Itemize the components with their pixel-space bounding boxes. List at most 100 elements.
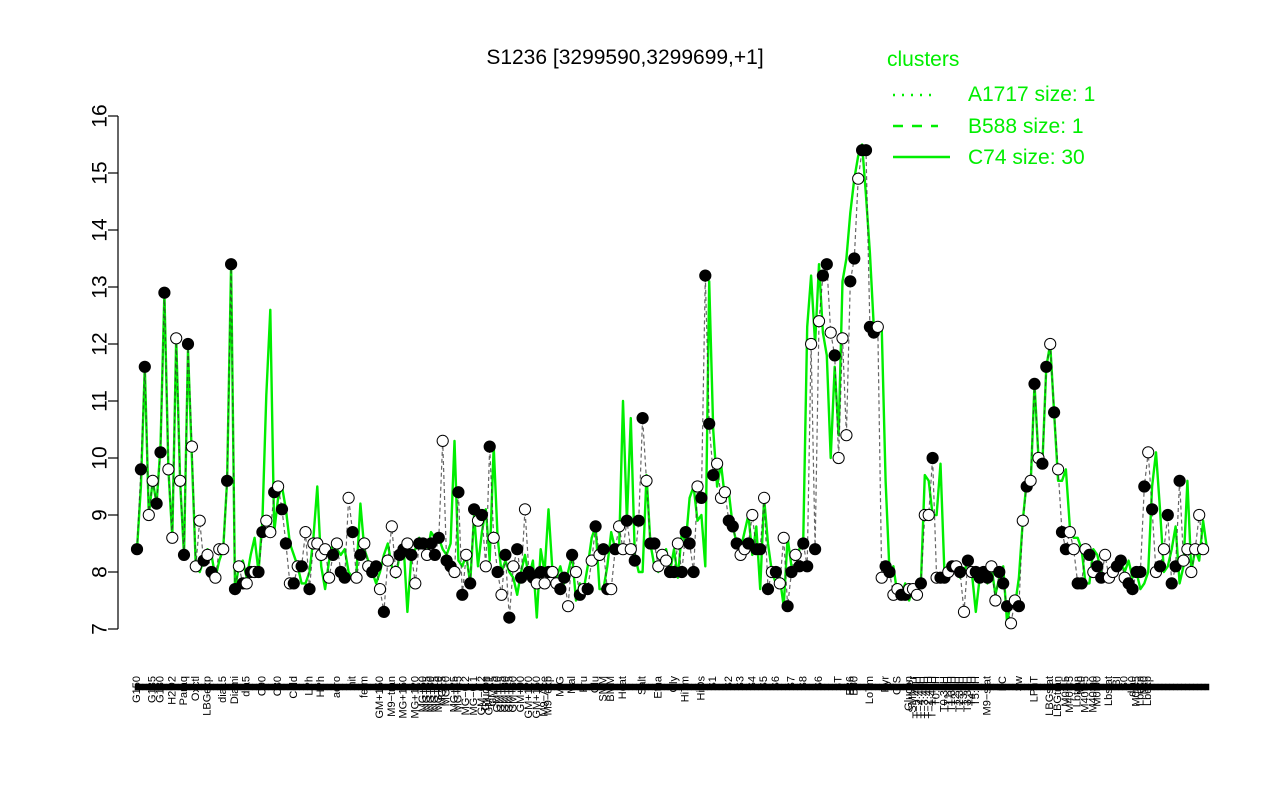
rug-marker (503, 683, 508, 691)
rug-marker (205, 683, 210, 691)
data-point (1153, 560, 1167, 573)
rug-marker (1189, 683, 1194, 691)
data-point (503, 611, 516, 624)
rug-marker (836, 683, 841, 691)
data-point (726, 520, 739, 533)
data-point (711, 457, 724, 470)
rug-marker (993, 683, 998, 691)
data-point (252, 565, 265, 579)
data-point (695, 491, 708, 504)
legend-entry-a1717: A1717 size: 1 (968, 83, 1095, 106)
data-point (518, 503, 532, 516)
rug-marker (706, 683, 712, 691)
data-point (464, 577, 477, 590)
rug-marker (365, 683, 371, 691)
data-point (1177, 554, 1190, 567)
data-point (660, 554, 673, 567)
data-point (264, 526, 277, 539)
x-tick-label: T3.0H (958, 676, 970, 706)
rug-marker (217, 683, 222, 691)
rug-marker (734, 683, 739, 691)
rug-marker (538, 683, 543, 691)
rug-marker (495, 683, 500, 691)
rug-marker (1044, 683, 1049, 691)
data-point (326, 548, 340, 562)
rug-marker (616, 683, 622, 691)
rug-marker (573, 683, 579, 691)
rug-marker (832, 683, 837, 691)
rug-marker (369, 683, 375, 691)
rug-marker (703, 683, 708, 691)
data-point (154, 446, 167, 459)
rug-marker (162, 683, 167, 691)
x-tick-label: Lbstat (1103, 676, 1115, 706)
data-point (499, 548, 512, 562)
rug-marker (354, 683, 359, 691)
data-point (158, 286, 171, 299)
data-point (640, 474, 653, 487)
y-tick-label: 14 (89, 218, 112, 242)
data-point (295, 560, 308, 573)
rug-marker (1079, 683, 1084, 691)
rug-marker (1032, 683, 1037, 691)
data-point (1134, 565, 1147, 579)
rug-marker (350, 683, 355, 691)
rug-marker (1036, 683, 1041, 691)
rug-marker (381, 683, 387, 691)
rug-marker (287, 683, 293, 691)
rug-marker (628, 683, 634, 691)
rug-marker (648, 683, 653, 691)
data-point (840, 429, 853, 442)
data-point (852, 172, 865, 185)
data-point (181, 337, 195, 351)
rug-marker (773, 683, 779, 691)
data-point (981, 571, 994, 584)
data-point (1185, 565, 1198, 579)
rug-marker (1055, 683, 1061, 691)
rug-marker (871, 683, 877, 691)
x-tick-label: M0t45 (1060, 676, 1072, 707)
rug-marker (754, 683, 759, 691)
rug-marker (895, 683, 900, 691)
rug-marker (644, 683, 649, 691)
data-point (957, 605, 971, 619)
rug-marker (683, 683, 688, 691)
data-point (1004, 617, 1018, 630)
rug-marker (260, 683, 265, 691)
data-point (812, 315, 826, 328)
rug-marker (1071, 683, 1076, 691)
rug-marker (436, 683, 442, 691)
rug-marker (1110, 683, 1116, 691)
rug-marker (1153, 683, 1159, 691)
data-point (432, 531, 445, 544)
rug-marker (1024, 683, 1029, 691)
rug-marker (275, 683, 281, 691)
data-point (401, 537, 414, 550)
x-tick-label: Lbexp (1134, 676, 1146, 706)
data-point (993, 565, 1006, 579)
data-point (707, 469, 720, 482)
rug-marker (899, 683, 904, 691)
rug-marker (726, 683, 732, 691)
data-point (1091, 560, 1104, 573)
rug-marker (362, 683, 367, 691)
data-point (832, 451, 845, 465)
y-tick-label: 7 (89, 623, 112, 635)
data-point (801, 560, 814, 573)
x-tick-label: T1.0H (942, 676, 954, 706)
x-tick-label: BI (1111, 676, 1123, 686)
data-point (718, 486, 732, 499)
data-point (279, 537, 292, 550)
rug-marker (577, 683, 583, 691)
data-point (683, 537, 696, 550)
data-point (448, 565, 461, 579)
rug-marker (875, 683, 881, 691)
rug-marker (416, 683, 422, 691)
rug-marker (597, 683, 602, 691)
rug-marker (166, 683, 171, 691)
data-point (240, 577, 253, 590)
rug-marker (393, 683, 398, 691)
rug-marker (859, 683, 865, 691)
x-tick-label: H2O2 (166, 676, 178, 705)
